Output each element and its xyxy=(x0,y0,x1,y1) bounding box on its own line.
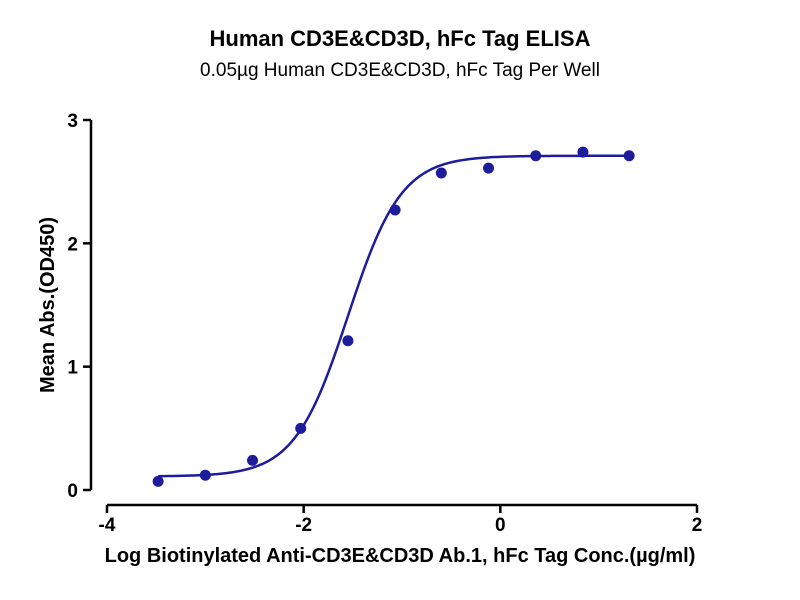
chart-subtitle: 0.05µg Human CD3E&CD3D, hFc Tag Per Well xyxy=(200,60,600,81)
chart-title: Human CD3E&CD3D, hFc Tag ELISA xyxy=(209,26,591,51)
x-tick-label: 2 xyxy=(692,515,703,536)
y-tick-label: 2 xyxy=(67,234,78,255)
x-axis-label: Log Biotinylated Anti-CD3E&CD3D Ab.1, hF… xyxy=(105,545,696,567)
axes: 0 1 2 3 -4 -2 0 2 xyxy=(67,111,702,536)
y-tick-label: 3 xyxy=(67,111,78,132)
data-point xyxy=(435,167,447,179)
fit-curve xyxy=(158,154,630,478)
data-point xyxy=(483,162,495,174)
x-tick-label: -4 xyxy=(99,515,116,536)
y-tick-label: 0 xyxy=(67,481,78,502)
y-axis-label: Mean Abs.(OD450) xyxy=(37,217,59,393)
data-point xyxy=(389,204,401,216)
data-points xyxy=(152,146,635,487)
data-point xyxy=(342,335,354,347)
data-point xyxy=(247,454,259,466)
data-point xyxy=(152,475,164,487)
data-point xyxy=(530,150,542,162)
data-point xyxy=(199,469,211,481)
data-point xyxy=(623,150,635,162)
x-tick-label: -2 xyxy=(295,515,312,536)
data-point xyxy=(577,146,589,158)
x-tick-label: 0 xyxy=(495,515,506,536)
data-point xyxy=(295,422,307,434)
y-tick-label: 1 xyxy=(67,358,78,379)
